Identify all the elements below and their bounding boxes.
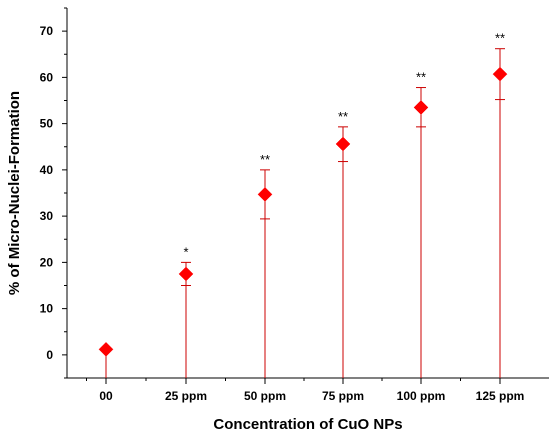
x-tick-label: 125 ppm [476,389,525,403]
x-tick-label: 00 [99,389,113,403]
data-point-diamond [178,266,194,282]
x-tick-label: 100 ppm [397,389,446,403]
significance-label: * [183,244,188,259]
x-tick-label: 50 ppm [244,389,286,403]
error-bars [105,48,505,378]
y-tick-label: 50 [40,117,54,131]
y-axis-title: % of Micro-Nuclei-Formation [6,91,23,295]
data-point-diamond [492,66,508,82]
x-tick-label: 25 ppm [165,389,207,403]
y-tick-label: 0 [46,348,53,362]
data-point-diamond [413,100,429,115]
x-tick-label: 75 ppm [322,389,364,403]
y-tick-label: 70 [40,24,54,38]
x-axis-title: Concentration of CuO NPs [213,416,402,433]
y-axis-ticks: 0 10 20 30 40 50 60 70 [40,7,67,379]
y-tick-label: 10 [40,302,54,316]
y-tick-label: 30 [40,209,54,223]
significance-label: ** [338,109,348,124]
data-point-diamond [335,136,351,152]
y-tick-label: 60 [40,70,54,84]
y-tick-label: 20 [40,255,54,269]
y-tick-label: 40 [40,163,54,177]
significance-labels: ********* [183,31,505,260]
significance-label: ** [260,152,270,167]
significance-label: ** [495,31,505,46]
data-point-diamond [98,341,114,357]
x-axis-ticks: 00 25 ppm 50 ppm 75 ppm 100 ppm 125 ppm [86,378,525,403]
plot-area [66,8,549,379]
data-markers [98,66,508,357]
significance-label: ** [416,70,426,85]
data-point-diamond [257,187,273,202]
